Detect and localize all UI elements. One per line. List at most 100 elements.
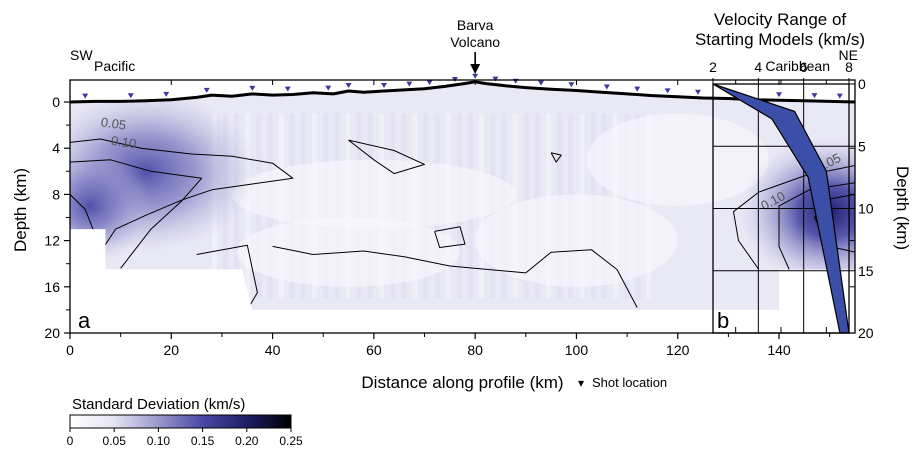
panel-b-y-tick-label: 0 [858,76,866,92]
contour-label: 0.10 [110,133,137,151]
panel-b-x-tick-label: 6 [800,59,808,75]
shot-marker [325,85,332,91]
contour-lines [70,138,855,310]
shot-marker [163,91,170,97]
panel-b-y-ticks: 0 5 10 15 20 [849,76,874,341]
y-tick-label: 16 [44,279,60,295]
panel-b-y-tick-label: 15 [858,263,874,279]
panel-b-x-tick-label: 8 [845,59,853,75]
arrow-head [470,64,481,74]
shot-marker [82,93,89,99]
shot-marker [406,81,413,87]
x-tick-label: 20 [164,342,180,358]
panel-b-x-tick-label: 2 [709,59,717,75]
panel-b-y-label: Depth (km) [893,166,912,250]
contour-line [550,152,562,163]
contour-label: 0.05 [100,114,127,132]
shot-marker [664,88,671,94]
shot-marker [603,84,610,90]
panel-a: 0.050.100.050.10 0 20 40 60 80 100 120 140 0481… [11,17,858,392]
colorbar-tick-label: 0 [67,434,74,448]
panel-a-label: a [78,308,91,333]
x-tick-label: 0 [66,342,74,358]
shot-legend: ▾ Shot location [578,375,667,390]
label-sw: SW [70,47,93,63]
heatmap-streaks [211,113,769,299]
shot-marker [426,80,433,86]
panel-b-label: b [717,308,729,333]
y-axis-ticks: 0 4 8 12 16 20 [44,94,855,341]
y-tick-label: 8 [52,186,60,202]
y-tick-label: 4 [52,140,60,156]
colorbar-title: Standard Deviation (km/s) [72,396,245,413]
panel-b: Velocity Range of Starting Models (km/s)… [695,10,912,341]
x-tick-label: 80 [467,342,483,358]
label-volcano: Volcano [450,34,500,50]
shot-marker [203,87,210,93]
high-sd-zone-west-core [70,148,152,264]
sd-heatmap [70,82,855,310]
x-tick-label: 140 [767,342,791,358]
contour-line [272,245,638,308]
colorbar-tick-label: 0.15 [191,434,215,448]
shot-marker [127,93,134,99]
x-tick-label: 40 [265,342,281,358]
shot-marker [811,93,818,99]
label-barva: Barva [457,17,494,33]
shot-marker [776,92,783,98]
label-pacific: Pacific [94,58,135,74]
panel-b-title-line2: Starting Models (km/s) [695,30,865,49]
x-axis-label: Distance along profile (km) [361,373,563,392]
x-tick-label: 100 [565,342,589,358]
contour-line [434,226,466,248]
contour-line [348,139,425,175]
contour-line [814,193,855,253]
panel-b-title-line1: Velocity Range of [714,10,847,29]
shot-marker [249,85,256,91]
colorbar-tick-label: 0.10 [147,434,171,448]
contour-line [196,244,258,310]
shot-marker [381,83,387,89]
shot-marker [634,86,641,92]
coverage-streak [646,113,652,299]
colorbar-scale [69,414,292,429]
volcano-arrow-icon [470,52,481,74]
y-tick-label: 20 [44,325,60,341]
shot-marker [284,86,291,92]
panel-b-x-ticks: 2 4 6 8 [709,59,853,333]
shot-marker [492,76,499,82]
y-tick-label: 12 [44,233,60,249]
colorbar-tick-label: 0.20 [235,434,259,448]
x-axis-ticks: 0 20 40 60 80 100 120 140 [66,80,831,358]
low-sd-patch [475,194,678,287]
x-tick-label: 120 [666,342,690,358]
low-sd-patch [586,113,769,206]
panel-b-y-tick-label: 10 [858,201,874,217]
y-axis-label: Depth (km) [11,168,30,252]
y-tick-label: 0 [52,94,60,110]
colorbar: Standard Deviation (km/s) 0 0.05 0.10 0.15 0… [67,396,303,448]
contour-line [70,159,203,269]
low-sd-patch [232,159,516,230]
colorbar-ticks: 0 0.05 0.10 0.15 0.20 0.25 [67,428,303,448]
contour-line [70,194,96,235]
colorbar-tick-label: 0.05 [103,434,127,448]
shot-legend-label: Shot location [592,375,667,390]
shot-marker [538,80,544,86]
label-caribbean: Caribbean [765,58,830,74]
panel-a-frame [69,79,856,334]
shot-marker [472,73,479,79]
panel-b-y-tick-label: 20 [858,325,874,341]
shot-marker-icon: ▾ [578,376,584,390]
shot-locations [82,73,843,99]
shot-marker [836,93,843,99]
shot-marker [345,83,352,89]
topography-line [69,80,856,104]
colorbar-tick-label: 0.25 [279,434,303,448]
shot-marker [568,82,575,88]
x-tick-label: 60 [366,342,382,358]
shot-marker [695,89,701,95]
panel-b-x-tick-label: 4 [754,59,762,75]
